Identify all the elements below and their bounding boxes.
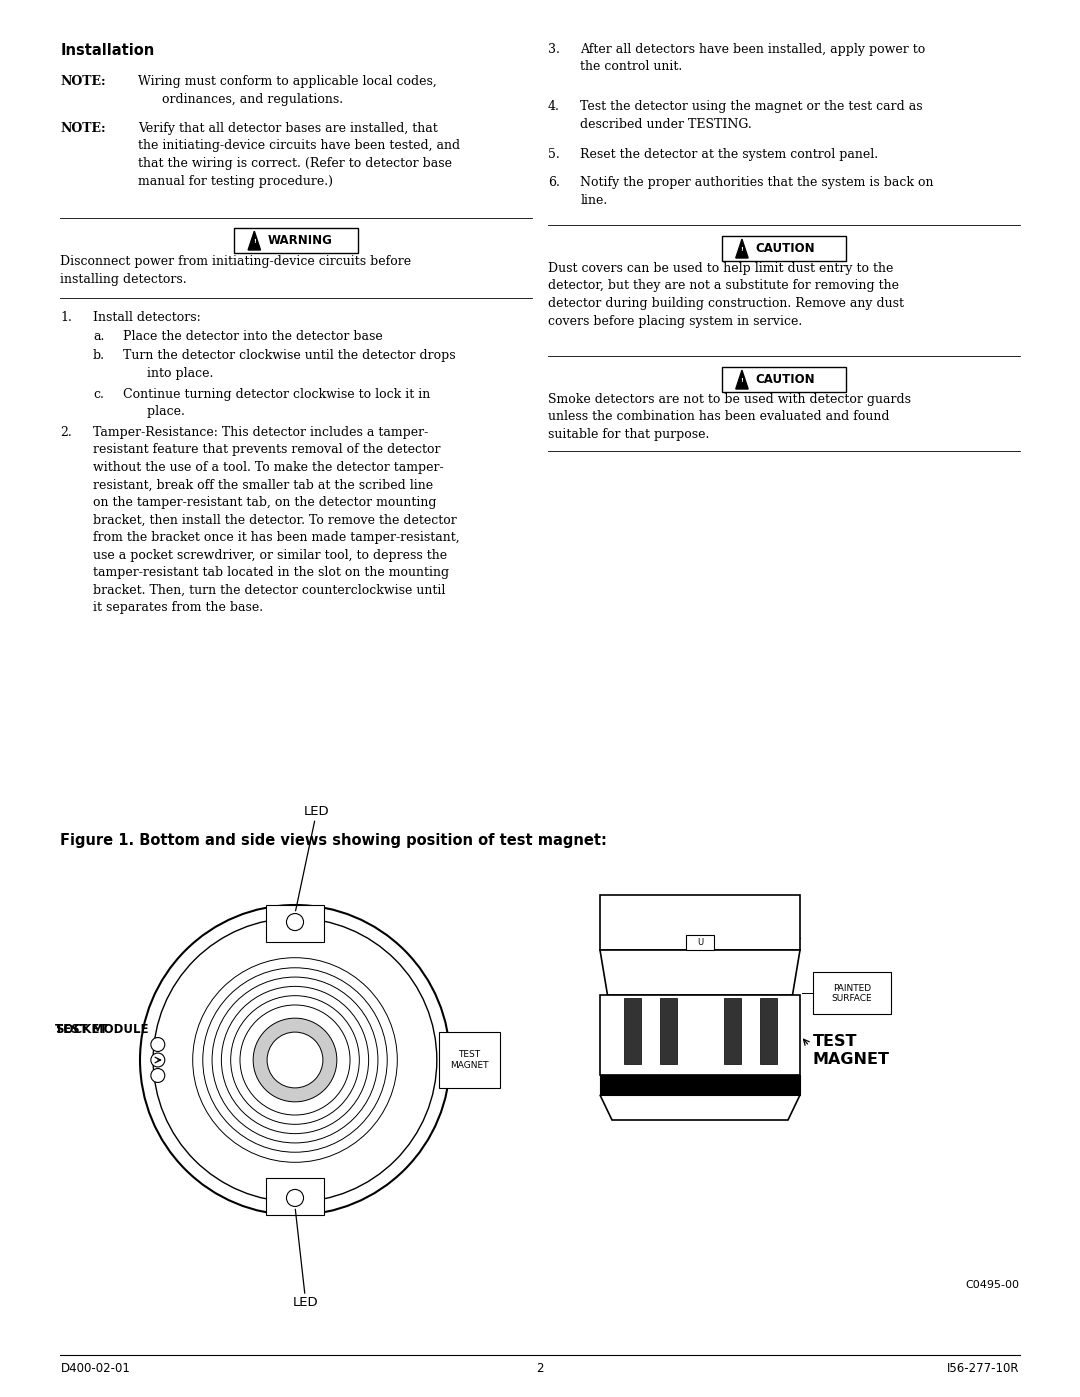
FancyBboxPatch shape bbox=[600, 995, 800, 1076]
Text: !: ! bbox=[253, 239, 256, 244]
Ellipse shape bbox=[151, 1069, 165, 1083]
Text: U: U bbox=[697, 937, 703, 947]
FancyBboxPatch shape bbox=[266, 1178, 324, 1215]
Text: c.: c. bbox=[93, 388, 104, 401]
Text: Test the detector using the magnet or the test card as
described under TESTING.: Test the detector using the magnet or th… bbox=[581, 101, 923, 130]
Text: 2: 2 bbox=[537, 1362, 543, 1375]
Text: SOCKET: SOCKET bbox=[55, 1006, 108, 1037]
Polygon shape bbox=[248, 231, 260, 250]
Text: !: ! bbox=[741, 379, 743, 383]
Text: Tamper-Resistance: This detector includes a tamper-
resistant feature that preve: Tamper-Resistance: This detector include… bbox=[93, 426, 459, 615]
FancyBboxPatch shape bbox=[724, 997, 741, 1065]
Text: 6.: 6. bbox=[548, 176, 559, 189]
Ellipse shape bbox=[286, 1189, 303, 1207]
Text: I56-277-10R: I56-277-10R bbox=[947, 1362, 1020, 1375]
Polygon shape bbox=[600, 1095, 800, 1120]
FancyBboxPatch shape bbox=[624, 997, 642, 1065]
FancyBboxPatch shape bbox=[440, 1032, 500, 1088]
Text: LED: LED bbox=[296, 806, 329, 911]
Text: LED: LED bbox=[293, 1210, 319, 1309]
Ellipse shape bbox=[286, 914, 303, 930]
Ellipse shape bbox=[253, 1018, 337, 1102]
Text: Reset the detector at the system control panel.: Reset the detector at the system control… bbox=[581, 148, 879, 161]
Text: Continue turning detector clockwise to lock it in
      place.: Continue turning detector clockwise to l… bbox=[123, 388, 430, 419]
Text: Notify the proper authorities that the system is back on
line.: Notify the proper authorities that the s… bbox=[581, 176, 934, 207]
Text: Wiring must conform to applicable local codes,
      ordinances, and regulations: Wiring must conform to applicable local … bbox=[138, 75, 437, 106]
Text: Dust covers can be used to help limit dust entry to the
detector, but they are n: Dust covers can be used to help limit du… bbox=[548, 263, 904, 327]
FancyBboxPatch shape bbox=[813, 972, 891, 1014]
Text: D400-02-01: D400-02-01 bbox=[60, 1362, 131, 1375]
Text: !: ! bbox=[741, 247, 743, 251]
Polygon shape bbox=[735, 370, 748, 388]
Text: CAUTION: CAUTION bbox=[756, 242, 815, 256]
Text: CAUTION: CAUTION bbox=[756, 373, 815, 386]
Text: 1.: 1. bbox=[60, 312, 72, 324]
FancyBboxPatch shape bbox=[760, 997, 777, 1065]
FancyBboxPatch shape bbox=[721, 367, 846, 393]
Ellipse shape bbox=[151, 1038, 165, 1052]
FancyBboxPatch shape bbox=[660, 997, 677, 1065]
Text: TEST MODULE: TEST MODULE bbox=[55, 1023, 149, 1037]
Ellipse shape bbox=[151, 1053, 165, 1067]
Text: a.: a. bbox=[93, 330, 105, 344]
Text: b.: b. bbox=[93, 349, 105, 362]
Text: NOTE:: NOTE: bbox=[60, 122, 106, 136]
FancyBboxPatch shape bbox=[600, 895, 800, 950]
Text: Place the detector into the detector base: Place the detector into the detector bas… bbox=[123, 330, 383, 344]
Polygon shape bbox=[735, 239, 748, 258]
FancyBboxPatch shape bbox=[266, 905, 324, 942]
Text: Install detectors:: Install detectors: bbox=[93, 312, 201, 324]
FancyBboxPatch shape bbox=[721, 236, 846, 261]
Text: TEST
MAGNET: TEST MAGNET bbox=[450, 1051, 488, 1070]
Text: 2.: 2. bbox=[60, 426, 72, 439]
Text: Installation: Installation bbox=[60, 43, 154, 59]
FancyBboxPatch shape bbox=[686, 935, 714, 950]
Text: PAINTED
SURFACE: PAINTED SURFACE bbox=[832, 983, 873, 1003]
Text: 5.: 5. bbox=[548, 148, 559, 161]
Text: Smoke detectors are not to be used with detector guards
unless the combination h: Smoke detectors are not to be used with … bbox=[548, 393, 912, 441]
Text: Disconnect power from initiating-device circuits before
installing detectors.: Disconnect power from initiating-device … bbox=[60, 256, 411, 285]
Text: Figure 1. Bottom and side views showing position of test magnet:: Figure 1. Bottom and side views showing … bbox=[60, 833, 607, 848]
Text: C0495-00: C0495-00 bbox=[966, 1280, 1020, 1289]
Text: 4.: 4. bbox=[548, 101, 559, 113]
Text: 3.: 3. bbox=[548, 43, 559, 56]
Polygon shape bbox=[600, 950, 800, 995]
Ellipse shape bbox=[267, 1032, 323, 1088]
Text: Turn the detector clockwise until the detector drops
      into place.: Turn the detector clockwise until the de… bbox=[123, 349, 456, 380]
Text: Verify that all detector bases are installed, that
the initiating-device circuit: Verify that all detector bases are insta… bbox=[138, 122, 460, 187]
FancyBboxPatch shape bbox=[600, 1076, 800, 1095]
FancyBboxPatch shape bbox=[234, 228, 359, 253]
Text: NOTE:: NOTE: bbox=[60, 75, 106, 88]
Ellipse shape bbox=[140, 905, 450, 1215]
Text: After all detectors have been installed, apply power to
the control unit.: After all detectors have been installed,… bbox=[581, 43, 926, 74]
Text: TEST
MAGNET: TEST MAGNET bbox=[813, 1035, 890, 1067]
Text: WARNING: WARNING bbox=[268, 235, 333, 247]
